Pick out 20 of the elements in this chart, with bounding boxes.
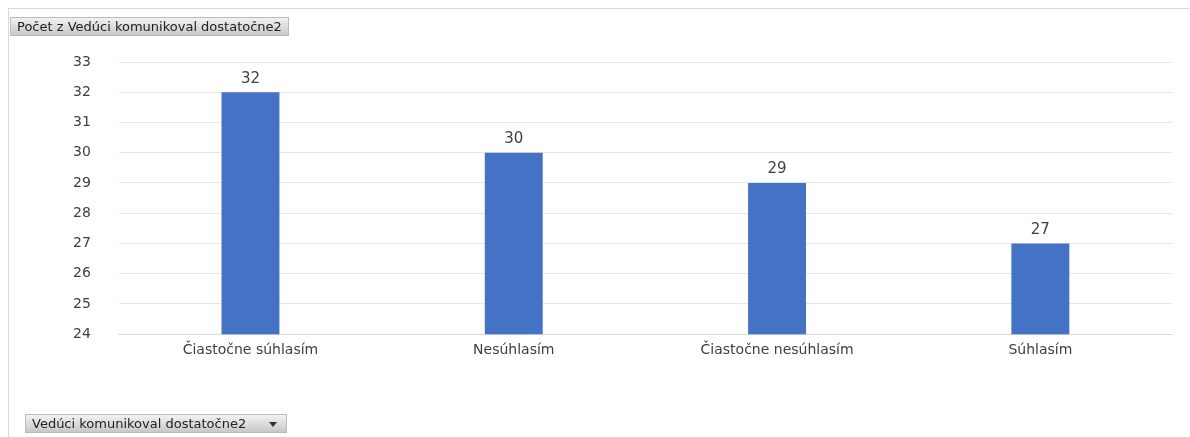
x-axis-title: Vedúci komunikoval dostatočne2 bbox=[32, 416, 247, 431]
y-tick-label: 28 bbox=[72, 203, 91, 220]
y-tick-label: 29 bbox=[72, 173, 91, 190]
x-tick-label: Čiastočne súhlasím bbox=[182, 340, 319, 358]
x-tick-label: Čiastočne nesúhlasím bbox=[700, 340, 854, 358]
data-label: 32 bbox=[240, 68, 261, 87]
y-tick-label: 26 bbox=[72, 264, 91, 281]
y-tick-label: 30 bbox=[72, 143, 91, 160]
x-tick-label: Súhlasím bbox=[1008, 341, 1073, 358]
y-tick-label: 31 bbox=[72, 113, 91, 130]
y-tick-label: 25 bbox=[72, 294, 91, 311]
y-tick-label: 32 bbox=[72, 82, 91, 99]
data-label: 30 bbox=[504, 129, 524, 148]
chart-title: Počet z Vedúci komunikoval dostatočne2 bbox=[10, 17, 289, 36]
y-tick-label: 33 bbox=[72, 52, 91, 69]
y-tick-label: 27 bbox=[72, 234, 91, 251]
y-tick-label: 24 bbox=[72, 324, 91, 341]
data-label: 29 bbox=[767, 159, 787, 178]
data-label: 27 bbox=[1030, 219, 1050, 238]
x-tick-label: Nesúhlasím bbox=[473, 341, 555, 358]
